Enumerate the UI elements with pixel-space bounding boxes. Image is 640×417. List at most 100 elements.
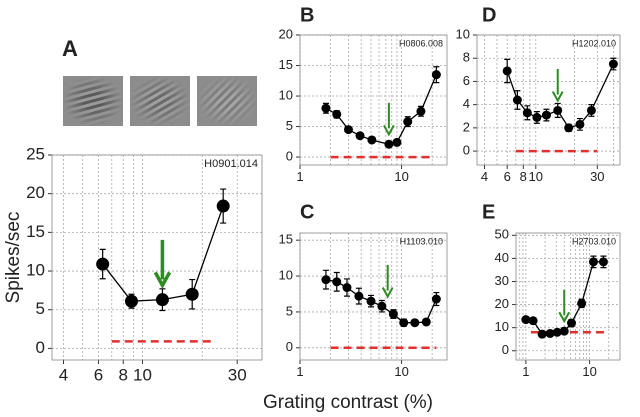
plot-frame [299, 34, 448, 166]
data-point [343, 125, 353, 135]
data-point [354, 291, 364, 301]
panel: A 4 6 8 10 30 0 5 10 15 20 25 Spikes/sec H0901.014 [3, 36, 263, 385]
data-point [512, 95, 522, 105]
data-point [96, 257, 110, 271]
y-tick-label: 30 [495, 273, 509, 288]
data-point [366, 296, 376, 306]
data-point [185, 287, 199, 301]
x-tick-label: 30 [590, 169, 604, 184]
data-point [216, 199, 230, 213]
data-point [332, 109, 342, 119]
data-point [553, 105, 563, 115]
data-point [564, 123, 574, 133]
y-tick-label: 0 [36, 338, 45, 357]
data-point [421, 317, 431, 327]
stimulus-images [63, 76, 257, 126]
stimulus-fade [197, 76, 257, 126]
data-point [403, 117, 413, 127]
x-tick-label: 4 [481, 169, 488, 184]
y-tick-label: 15 [26, 222, 45, 241]
data-point [559, 326, 569, 336]
data-point [566, 318, 576, 328]
x-tick-label: 10 [394, 364, 408, 379]
data-point [155, 293, 169, 307]
y-tick-label: 8 [463, 50, 470, 65]
data-point [608, 59, 618, 69]
x-tick-label: 10 [582, 364, 596, 379]
data-point [410, 318, 420, 328]
data-point [392, 137, 402, 147]
panel-letter: A [62, 36, 78, 61]
stimulus-fade [63, 76, 123, 126]
recording-label: H1103.010 [400, 236, 443, 246]
data-point [377, 301, 387, 311]
y-tick-label: 0 [286, 339, 293, 354]
y-axis-label: Spikes/sec [3, 212, 24, 304]
panel: B 1 10 0 5 10 15 20 H0806.008 [279, 4, 448, 184]
data-point [537, 329, 547, 339]
y-tick-label: 15 [279, 232, 293, 247]
data-point [431, 294, 441, 304]
data-point [355, 131, 365, 141]
recording-label: H0901.014 [204, 158, 258, 170]
data-point [124, 294, 138, 308]
panel: E 1 10 0 10 20 30 40 50 H2703.010 [482, 201, 621, 379]
panel-letter: B [300, 4, 314, 26]
data-line [325, 74, 437, 145]
data-point [577, 298, 587, 308]
x-tick-label: 1 [296, 364, 303, 379]
y-tick-label: 5 [286, 118, 293, 133]
arrow [153, 239, 172, 289]
x-tick-label: 8 [520, 169, 527, 184]
y-tick-label: 40 [495, 250, 509, 265]
arrow [551, 69, 564, 103]
x-axis-label: Grating contrast (%) [263, 392, 433, 413]
y-tick-label: 5 [286, 303, 293, 318]
x-tick-label: 1 [296, 169, 303, 184]
data-point [502, 66, 512, 76]
x-tick-label: 10 [529, 169, 543, 184]
data-point [532, 112, 542, 122]
data-point [528, 316, 538, 326]
data-point [521, 315, 531, 325]
recording-label: H1202.010 [572, 38, 616, 48]
y-tick-label: 50 [495, 227, 509, 242]
y-tick-label: 10 [279, 267, 293, 282]
data-point [588, 257, 598, 267]
panel: C 1 10 0 5 10 15 H1103.010 [279, 201, 448, 379]
plot-frame [515, 232, 621, 361]
stimulus-fade [130, 76, 190, 126]
data-point [552, 327, 562, 337]
data-line [506, 63, 614, 129]
data-point [575, 119, 585, 129]
recording-label: H2703.010 [572, 236, 616, 246]
x-tick-label: 1 [522, 364, 529, 379]
arrow [381, 265, 394, 299]
plot-frame [476, 34, 621, 166]
x-tick-label: 4 [59, 366, 68, 385]
data-point [332, 277, 342, 287]
y-tick-label: 15 [279, 57, 293, 72]
data-point [598, 257, 608, 267]
y-tick-label: 5 [36, 299, 45, 318]
data-point [522, 108, 532, 118]
x-tick-label: 30 [228, 366, 247, 385]
data-point [367, 135, 377, 145]
data-point [545, 328, 555, 338]
x-tick-label: 6 [94, 366, 103, 385]
y-tick-label: 4 [463, 96, 470, 111]
y-tick-label: 20 [495, 296, 509, 311]
y-tick-label: 20 [279, 26, 293, 41]
x-tick-label: 10 [133, 366, 152, 385]
data-point [586, 105, 596, 115]
panel-letter: D [482, 4, 496, 26]
x-tick-label: 8 [119, 366, 128, 385]
y-tick-label: 10 [456, 26, 470, 41]
y-tick-label: 6 [463, 73, 470, 88]
plot-frame [51, 154, 263, 361]
x-tick-label: 6 [504, 169, 511, 184]
y-tick-label: 20 [26, 183, 45, 202]
y-tick-label: 10 [279, 87, 293, 102]
